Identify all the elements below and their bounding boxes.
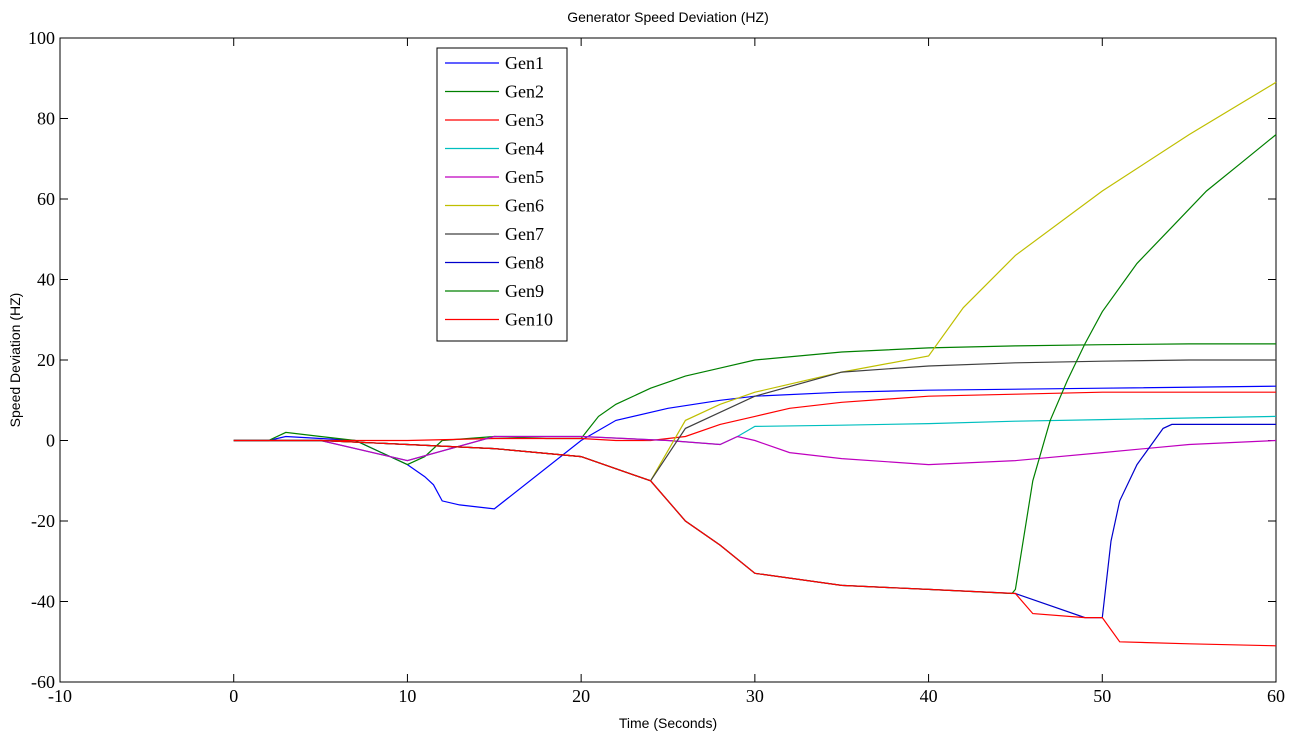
y-tick-label: 100	[28, 28, 55, 48]
legend-label-gen4: Gen4	[505, 139, 544, 159]
y-tick-label: -60	[31, 672, 55, 692]
x-tick-label: 60	[1267, 686, 1285, 706]
legend-label-gen5: Gen5	[505, 167, 544, 187]
plot-area	[59, 37, 1277, 683]
x-tick-label: 50	[1093, 686, 1111, 706]
x-tick-label: 40	[920, 686, 938, 706]
x-axis-title: Time (Seconds)	[619, 715, 717, 731]
legend-box	[436, 47, 568, 342]
legend-label-gen9: Gen9	[505, 281, 544, 301]
legend-label-gen7: Gen7	[505, 224, 544, 244]
y-tick-label: 60	[37, 189, 55, 209]
series-lines	[233, 81, 1277, 647]
y-tick-label: 20	[37, 350, 55, 370]
series-line-gen2	[233, 343, 1276, 466]
series-line-gen10	[233, 439, 1277, 647]
axis-ticks: -10 0 10 20 30 40 50 60 -60 -40 -20 0 20 40 60 80 100	[28, 28, 1285, 706]
legend-label-gen8: Gen8	[505, 253, 544, 273]
x-tick-label: -10	[48, 686, 72, 706]
y-tick-label: 40	[37, 270, 55, 290]
series-line-gen1	[233, 385, 1277, 510]
chart-title: Generator Speed Deviation (HZ)	[567, 9, 769, 25]
x-tick-label: 20	[572, 686, 590, 706]
x-tick-label: 30	[746, 686, 764, 706]
legend-label-gen1: Gen1	[505, 53, 544, 73]
y-axis-title: Speed Deviation (HZ)	[7, 293, 23, 428]
y-tick-label: -40	[31, 592, 55, 612]
legend-label-gen6: Gen6	[505, 196, 544, 216]
y-tick-label: -20	[31, 511, 55, 531]
legend-label-gen10: Gen10	[505, 310, 553, 330]
series-line-gen3	[233, 391, 1276, 442]
x-tick-label: 10	[398, 686, 416, 706]
x-tick-label: 0	[229, 686, 238, 706]
y-tick-label: 80	[37, 109, 55, 129]
series-line-gen5	[233, 435, 1277, 466]
legend-label-gen3: Gen3	[505, 110, 544, 130]
y-tick-label: 0	[46, 431, 55, 451]
legend-label-gen2: Gen2	[505, 82, 544, 102]
legend: Gen1 Gen2 Gen3 Gen4 Gen5 Gen6 Gen7 Gen8 Gen9 Gen1…	[436, 47, 568, 342]
